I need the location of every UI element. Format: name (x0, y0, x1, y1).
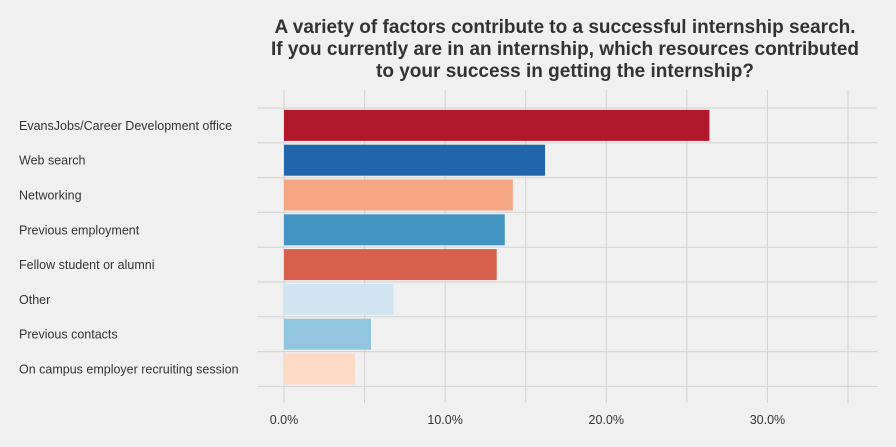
x-tick-label: 20.0% (589, 413, 624, 427)
bar-7 (284, 353, 355, 385)
x-tick-label: 0.0% (270, 413, 299, 427)
bar-3 (284, 214, 505, 246)
category-labels: EvansJobs/Career Development office Web s… (19, 119, 239, 377)
bar-1 (284, 144, 546, 176)
category-label: Web search (19, 154, 86, 168)
category-label: EvansJobs/Career Development office (19, 119, 232, 133)
bar-4 (284, 249, 497, 281)
bar-5 (284, 283, 394, 315)
bar-0 (284, 109, 710, 141)
category-label: Other (19, 293, 50, 307)
category-label: Previous contacts (19, 328, 118, 342)
category-label: Fellow student or alumni (19, 258, 154, 272)
chart-title-line-2: If you currently are in an internship, w… (271, 39, 859, 60)
category-label: Previous employment (19, 223, 140, 237)
chart-title-line-1: A variety of factors contribute to a suc… (274, 17, 855, 38)
gridlines (257, 90, 877, 403)
x-tick-labels: 0.0% 10.0% 20.0% 30.0% (270, 413, 785, 427)
category-label: On campus employer recruiting session (19, 363, 239, 377)
category-label: Networking (19, 189, 82, 203)
chart-title: A variety of factors contribute to a suc… (271, 17, 859, 82)
x-tick-label: 30.0% (750, 413, 785, 427)
x-tick-label: 10.0% (427, 413, 462, 427)
bar-6 (284, 318, 372, 350)
chart-title-line-3: to your success in getting the internshi… (376, 61, 754, 82)
bar-2 (284, 179, 513, 211)
bars (284, 109, 710, 385)
